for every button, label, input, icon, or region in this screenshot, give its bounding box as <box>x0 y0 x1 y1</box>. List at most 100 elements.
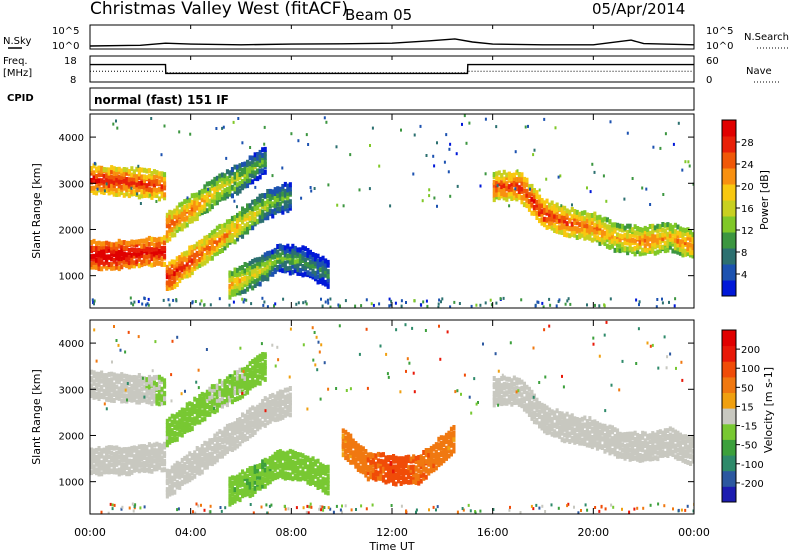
echo-cell <box>92 394 96 400</box>
echo-cell <box>394 475 398 480</box>
echo-cell <box>598 354 601 358</box>
echo-cell <box>636 456 640 462</box>
echo-cell <box>248 407 252 413</box>
echo-cell <box>626 240 630 246</box>
echo-cell <box>307 511 310 514</box>
echo-cell <box>220 403 224 409</box>
echo-cell <box>536 300 539 304</box>
echo-cell <box>314 253 318 259</box>
echo-cell <box>439 450 443 456</box>
echo-cell <box>163 253 167 259</box>
echo-cell <box>286 198 290 203</box>
echo-cell <box>548 426 552 432</box>
echo-cell <box>160 176 164 182</box>
echo-cell <box>142 392 146 398</box>
echo-cell <box>243 413 247 419</box>
echo-cell <box>241 206 245 212</box>
echo-cell <box>253 268 257 274</box>
echo-cell <box>135 248 139 254</box>
echo-cell <box>137 444 141 450</box>
echo-cell <box>120 251 124 256</box>
echo-cell <box>532 210 536 216</box>
echo-cell <box>213 251 217 257</box>
echo-cell <box>361 469 365 475</box>
echo-cell <box>238 215 242 221</box>
echo-cell <box>228 237 232 243</box>
echo-cell <box>208 411 212 417</box>
echo-cell <box>243 385 247 391</box>
echo-cell <box>548 416 552 422</box>
echo-cell <box>583 223 587 229</box>
echo-cell <box>113 503 116 507</box>
echo-cell <box>251 206 255 212</box>
echo-cell <box>147 247 151 253</box>
echo-cell <box>102 244 106 250</box>
echo-cell <box>180 427 184 433</box>
echo-cell <box>492 172 496 177</box>
echo-cell <box>251 275 255 281</box>
echo-cell <box>578 427 582 433</box>
echo-cell <box>497 377 501 383</box>
echo-cell <box>225 186 229 192</box>
echo-cell <box>535 405 539 411</box>
echo-cell <box>105 380 109 386</box>
echo-cell <box>434 442 438 448</box>
echo-cell <box>532 402 536 408</box>
echo-cell <box>90 470 94 476</box>
echo-cell <box>595 221 599 227</box>
echo-cell <box>220 223 224 229</box>
echo-cell <box>550 225 554 231</box>
echo-cell <box>155 254 159 260</box>
echo-cell <box>399 390 402 394</box>
echo-cell <box>638 235 642 241</box>
echo-cell <box>246 270 250 275</box>
echo-cell <box>210 398 214 404</box>
echo-cell <box>447 453 451 459</box>
echo-cell <box>251 168 255 174</box>
echo-cell <box>225 180 229 186</box>
echo-cell <box>258 157 262 163</box>
echo-cell <box>137 394 141 400</box>
echo-cell <box>424 452 428 458</box>
echo-cell <box>190 475 194 481</box>
echo-cell <box>497 385 501 391</box>
echo-cell <box>178 258 182 264</box>
echo-cell <box>467 503 470 507</box>
echo-cell <box>686 251 690 257</box>
echo-cell <box>173 414 177 420</box>
echo-cell <box>517 390 521 396</box>
echo-cell <box>263 265 267 271</box>
echo-cell <box>356 443 360 449</box>
echo-cell <box>276 193 280 198</box>
echo-cell <box>527 184 531 190</box>
echo-cell <box>263 125 266 129</box>
echo-cell <box>155 237 159 243</box>
echo-cell <box>268 403 272 409</box>
echo-cell <box>193 404 197 409</box>
echo-cell <box>676 238 680 244</box>
noise-left-tick-bottom: 10^0 <box>52 41 79 52</box>
echo-cell <box>95 252 99 258</box>
echo-cell <box>127 177 131 183</box>
echo-cell <box>180 267 184 273</box>
echo-cell <box>120 171 124 177</box>
echo-cell <box>626 431 630 437</box>
echo-cell <box>268 260 272 266</box>
echo-cell <box>583 210 587 216</box>
echo-cell <box>175 261 179 267</box>
echo-cell <box>110 265 114 271</box>
echo-cell <box>335 504 338 508</box>
echo-cell <box>535 503 538 507</box>
echo-cell <box>95 245 99 251</box>
echo-cell <box>322 508 325 512</box>
y-tick-label: 2000 <box>59 431 84 442</box>
echo-cell <box>112 182 116 188</box>
echo-cell <box>560 428 564 434</box>
echo-cell <box>540 211 544 217</box>
echo-cell <box>497 187 501 193</box>
echo-cell <box>351 459 355 465</box>
echo-cell <box>170 475 174 481</box>
echo-cell <box>590 226 594 232</box>
echo-cell <box>626 443 630 449</box>
echo-cell <box>241 219 245 225</box>
